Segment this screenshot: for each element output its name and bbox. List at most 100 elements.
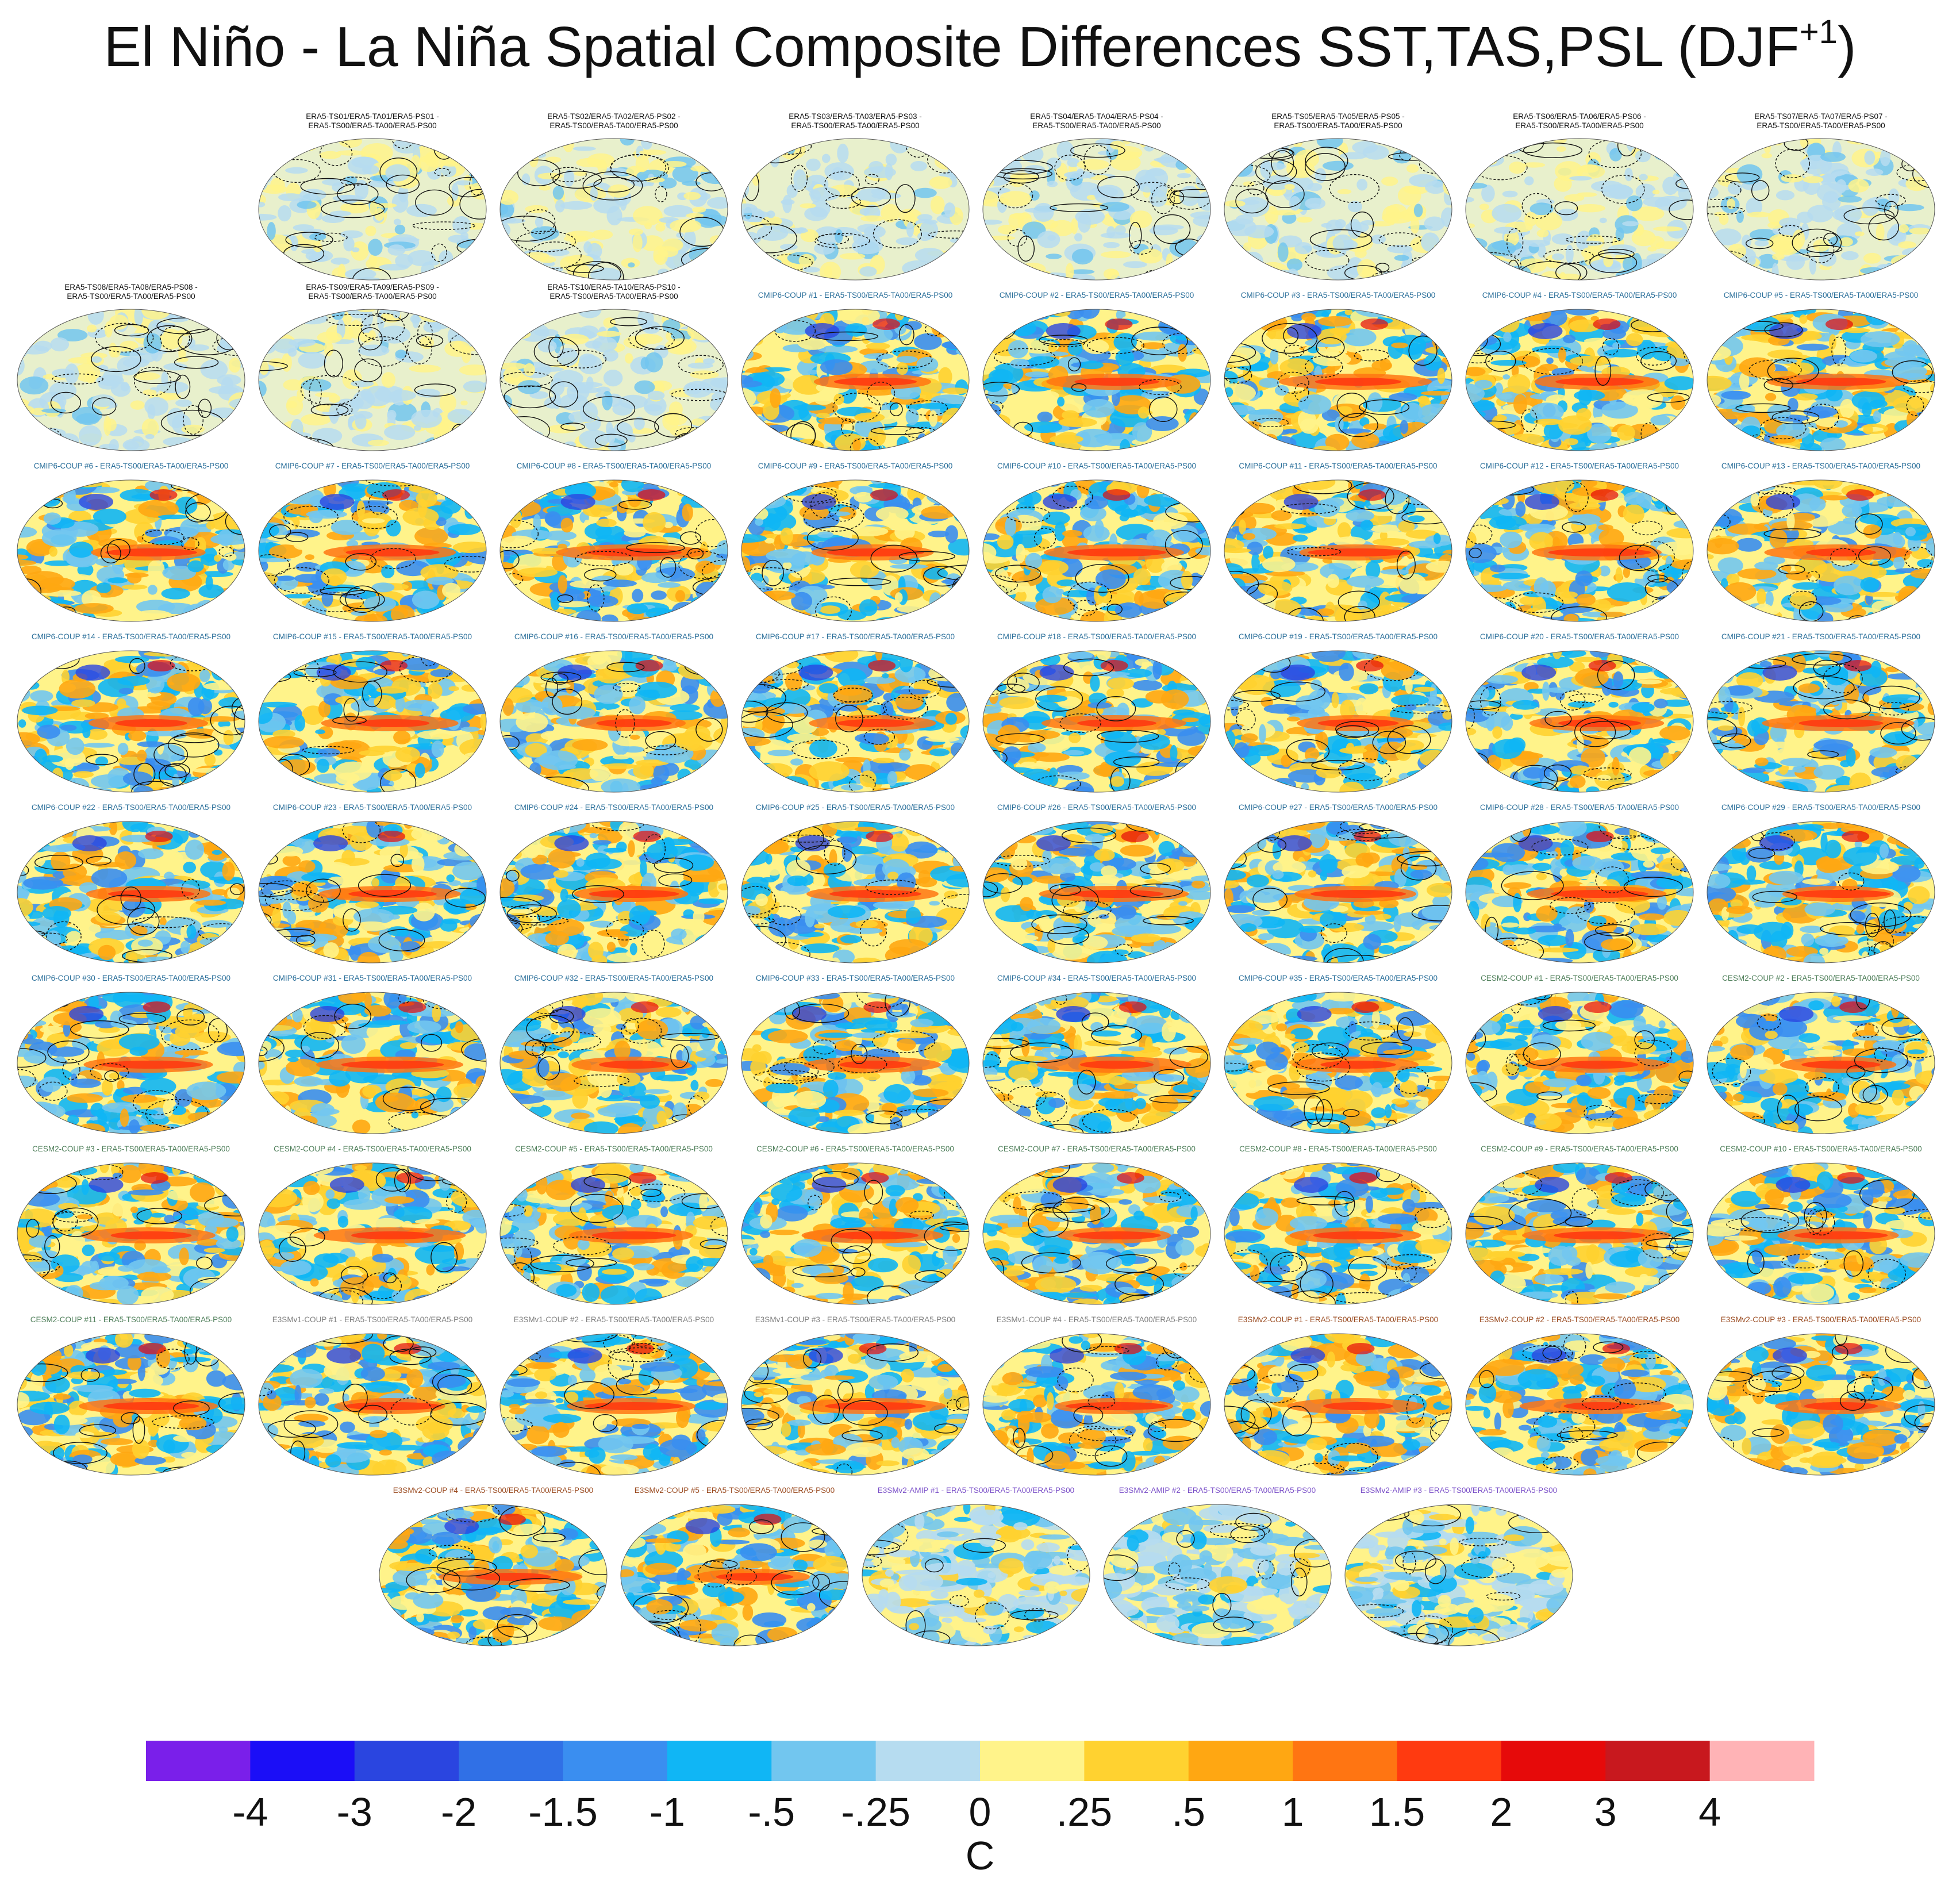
map-panel: CMIP6-COUP #11 - ERA5-TS00/ERA5-TA00/ERA… [1217, 459, 1459, 627]
anomaly-patch [1603, 255, 1613, 267]
anomaly-patch [1466, 438, 1479, 451]
anomaly-patch [312, 428, 343, 444]
globe-outline [1707, 138, 1935, 281]
anomaly-patch [260, 185, 288, 194]
anomaly-patch [1666, 325, 1686, 342]
anomaly-patch [1225, 487, 1259, 498]
anomaly-patch [1008, 148, 1025, 156]
psl-contour [434, 168, 451, 176]
anomaly-patch [17, 554, 29, 560]
anomaly-patch [378, 325, 411, 344]
anomaly-patch [162, 566, 196, 581]
anomaly-patch [259, 268, 264, 278]
anomaly-patch [17, 448, 40, 451]
psl-contour [309, 378, 322, 408]
anomaly-patch [20, 565, 42, 575]
anomaly-patch [627, 178, 641, 183]
psl-contour [1725, 172, 1760, 183]
anomaly-patch [1177, 173, 1191, 179]
anomaly-patch [1826, 386, 1843, 402]
psl-contour [194, 438, 245, 451]
anomaly-patch [1296, 480, 1336, 490]
anomaly-patch [308, 270, 320, 278]
anomaly-patch [500, 433, 517, 451]
psl-contour [1707, 609, 1753, 621]
anomaly-patch [917, 214, 933, 221]
psl-contour [550, 167, 587, 182]
psl-contour [1763, 528, 1821, 539]
anomaly-patch [1707, 538, 1739, 555]
anomaly-patch [1838, 195, 1862, 203]
psl-contour [671, 389, 728, 401]
anomaly-patch [929, 141, 944, 159]
psl-contour [1067, 581, 1112, 611]
anomaly-patch [1831, 506, 1840, 513]
psl-contour [806, 526, 859, 551]
anomaly-patch [452, 430, 485, 436]
anomaly-patch [1400, 261, 1408, 280]
psl-contour [1778, 565, 1805, 575]
anomaly-patch [1726, 573, 1740, 585]
map-globe [17, 479, 245, 622]
anomaly-patch [1274, 523, 1306, 529]
anomaly-patch [381, 565, 395, 578]
anomaly-patch [301, 413, 331, 426]
anomaly-patch [509, 329, 531, 339]
anomaly-patch [1189, 412, 1201, 433]
map-panel-title: ERA5-TS01/ERA5-TA01/ERA5-PS01 - ERA5-TS0… [306, 112, 439, 130]
anomaly-patch [1727, 182, 1742, 195]
anomaly-patch [1609, 480, 1624, 483]
anomaly-patch [983, 499, 1003, 509]
anomaly-patch [747, 250, 767, 267]
psl-contour [310, 404, 349, 416]
psl-contour [1336, 393, 1367, 418]
anomaly-patch [1472, 277, 1497, 280]
anomaly-patch [546, 249, 570, 256]
psl-contour [1473, 155, 1528, 181]
psl-contour [1747, 434, 1766, 451]
anomaly-patch [1434, 243, 1452, 249]
anomaly-patch [1224, 387, 1233, 397]
psl-contour [1130, 182, 1175, 203]
anomaly-patch [1819, 251, 1837, 267]
anomaly-patch [1409, 174, 1438, 187]
anomaly-patch [1231, 318, 1270, 325]
psl-contour [337, 183, 379, 205]
map-globe [258, 138, 487, 281]
anomaly-patch [362, 164, 379, 175]
anomaly-patch [1247, 542, 1263, 555]
anomaly-patch [1001, 481, 1020, 492]
anomaly-patch [1622, 389, 1663, 407]
anomaly-patch [955, 272, 969, 280]
psl-contour [815, 596, 852, 621]
anomaly-patch [1739, 371, 1750, 391]
anomaly-patch [1444, 417, 1452, 434]
anomaly-patch [290, 441, 308, 451]
anomaly-patch [1012, 612, 1036, 619]
anomaly-patch [1664, 376, 1693, 390]
anomaly-patch [587, 243, 602, 259]
anomaly-patch [905, 408, 919, 425]
anomaly-patch [1171, 317, 1183, 327]
anomaly-patch [63, 485, 76, 505]
psl-contour [1075, 563, 1129, 593]
anomaly-patch [991, 432, 1015, 451]
anomaly-patch [868, 428, 886, 447]
anomaly-patch [1181, 570, 1193, 589]
anomaly-patch [755, 606, 777, 616]
psl-contour [1707, 180, 1742, 200]
anomaly-patch [1466, 334, 1497, 347]
anomaly-patch [1622, 221, 1639, 226]
psl-contour [447, 433, 467, 443]
anomaly-patch [356, 309, 376, 313]
map-globe [1707, 138, 1935, 281]
map-panel-title: CMIP6-COUP #2 - ERA5-TS00/ERA5-TA00/ERA5… [999, 291, 1194, 300]
anomaly-patch [639, 149, 667, 155]
anomaly-patch [1781, 174, 1804, 183]
psl-contour [575, 551, 633, 567]
anomaly-patch [504, 309, 532, 325]
anomaly-patch [1138, 590, 1173, 609]
anomaly-patch [1311, 446, 1338, 451]
map-panel-title: ERA5-TS08/ERA5-TA08/ERA5-PS08 - ERA5-TS0… [64, 283, 198, 301]
anomaly-patch [1536, 229, 1549, 237]
